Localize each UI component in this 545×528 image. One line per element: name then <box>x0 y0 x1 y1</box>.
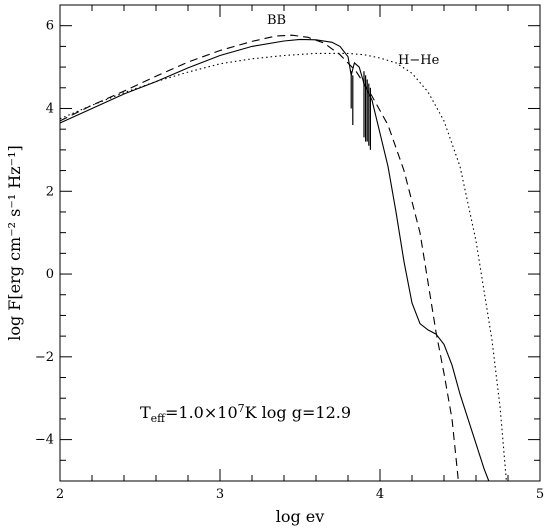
h-he-label: H−He <box>398 53 440 68</box>
series-line-dotted <box>59 52 507 482</box>
y-tick-label: 0 <box>46 267 54 282</box>
series-line-dashed <box>59 34 459 482</box>
x-tick-label: 5 <box>536 487 544 502</box>
y-tick-label: −2 <box>35 350 54 365</box>
tick-labels: 2 3 4 5 −4 −2 0 2 4 6 <box>35 19 544 502</box>
param-val: =1.0×10 <box>165 403 238 422</box>
y-tick-label: 6 <box>46 19 54 34</box>
param-rest: K log g=12.9 <box>245 403 351 422</box>
x-tick-label: 3 <box>216 487 224 502</box>
plot-frame <box>59 4 541 482</box>
y-axis-title: log F[erg cm⁻² s⁻¹ Hz⁻¹] <box>5 145 24 341</box>
param-sub: eff <box>151 412 167 425</box>
x-tick-label: 4 <box>376 487 384 502</box>
axis-ticks <box>59 4 541 482</box>
y-tick-label: 4 <box>46 101 54 116</box>
parameter-annotation: Teff=1.0×107K log g=12.9 <box>140 402 351 425</box>
bb-label: BB <box>267 13 286 28</box>
y-tick-label: −4 <box>35 433 54 448</box>
series-layer <box>59 34 507 482</box>
x-tick-label: 2 <box>56 487 64 502</box>
param-exp: 7 <box>238 402 245 415</box>
param-t: T <box>140 403 151 422</box>
x-axis-title: log ev <box>276 507 325 526</box>
y-tick-label: 2 <box>46 184 54 199</box>
